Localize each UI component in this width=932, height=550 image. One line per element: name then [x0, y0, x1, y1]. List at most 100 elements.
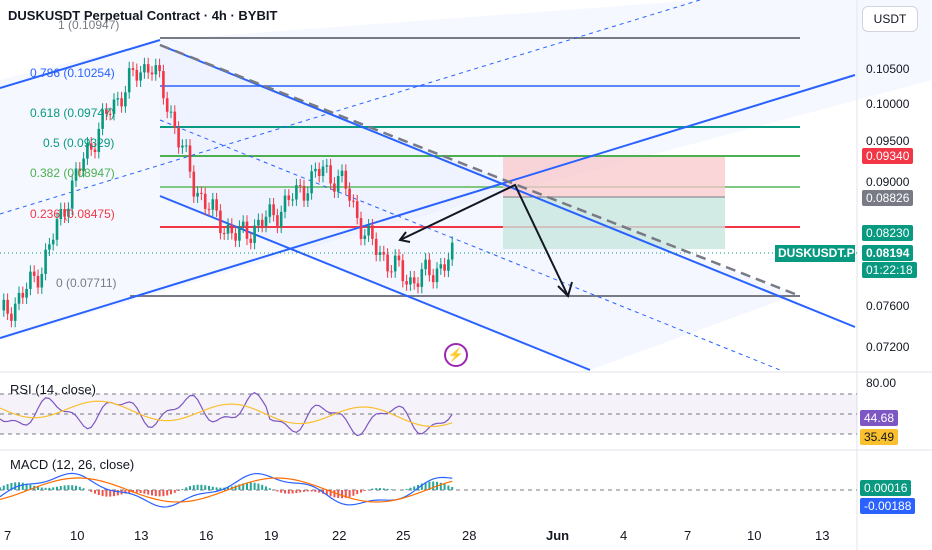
candle-body[interactable] [21, 292, 25, 298]
candle-body[interactable] [333, 183, 336, 192]
projection-path[interactable] [399, 183, 569, 297]
channel-upper-line[interactable] [0, 39, 161, 89]
candle-body[interactable] [443, 264, 446, 271]
candle-body[interactable] [355, 201, 359, 219]
macd-signal-line[interactable] [0, 477, 453, 503]
candle-body[interactable] [230, 224, 234, 234]
candle-body[interactable] [192, 171, 196, 197]
candle-body[interactable] [428, 259, 431, 276]
candle-body[interactable] [314, 168, 317, 172]
candle-body[interactable] [401, 260, 405, 282]
candle-body[interactable] [44, 249, 47, 274]
candle-body[interactable] [36, 275, 40, 288]
candle-body[interactable] [439, 264, 443, 269]
candle-body[interactable] [371, 225, 374, 239]
candle-body[interactable] [131, 68, 135, 70]
candle-body[interactable] [412, 277, 416, 284]
macd-histogram[interactable] [0, 481, 454, 499]
candle-body[interactable] [238, 226, 241, 241]
candle-body[interactable] [127, 68, 131, 93]
candle-body[interactable] [393, 255, 397, 272]
candle-body[interactable] [13, 303, 17, 321]
candle-body[interactable] [352, 200, 355, 202]
candle-body[interactable] [409, 277, 412, 285]
candle-body[interactable] [93, 149, 97, 153]
candle-body[interactable] [143, 64, 146, 73]
dashed-trend-line[interactable] [159, 43, 801, 298]
candle-body[interactable] [295, 185, 298, 200]
candle-body[interactable] [367, 225, 370, 236]
candle-body[interactable] [105, 109, 108, 114]
candle-body[interactable] [203, 193, 207, 209]
candle-body[interactable] [135, 69, 139, 81]
candle-body[interactable] [226, 224, 230, 234]
candle-body[interactable] [287, 195, 291, 200]
candle-body[interactable] [70, 180, 74, 209]
candle-body[interactable] [264, 216, 268, 226]
candle-body[interactable] [272, 204, 275, 216]
candle-body[interactable] [146, 64, 150, 73]
candle-body[interactable] [67, 208, 70, 217]
candle-body[interactable] [219, 210, 222, 234]
candle-body[interactable] [17, 292, 21, 304]
candle-body[interactable] [51, 239, 55, 245]
candle-body[interactable] [120, 98, 123, 107]
rsi-label[interactable]: RSI (14, close) [10, 382, 96, 397]
candle-body[interactable] [162, 71, 165, 99]
candle-body[interactable] [48, 244, 51, 250]
currency-button[interactable]: USDT [862, 6, 918, 32]
candle-body[interactable] [253, 225, 256, 243]
candle-body[interactable] [112, 99, 116, 114]
candle-body[interactable] [329, 165, 332, 184]
candle-body[interactable] [215, 199, 218, 211]
candle-body[interactable] [2, 299, 6, 311]
candle-body[interactable] [188, 145, 192, 172]
candle-body[interactable] [108, 113, 112, 115]
candle-body[interactable] [29, 271, 32, 289]
candle-body[interactable] [124, 92, 127, 107]
candle-body[interactable] [158, 65, 161, 72]
candle-body[interactable] [249, 238, 253, 243]
candle-body[interactable] [397, 255, 401, 261]
candle-body[interactable] [97, 128, 101, 153]
candles-group[interactable] [2, 57, 454, 328]
candle-body[interactable] [59, 208, 63, 220]
candle-body[interactable] [310, 171, 313, 194]
candle-body[interactable] [382, 252, 386, 255]
candle-body[interactable] [276, 215, 279, 227]
rsi-ma-line[interactable] [0, 400, 453, 428]
candle-body[interactable] [40, 273, 44, 288]
macd-label[interactable]: MACD (12, 26, close) [10, 457, 135, 472]
candle-body[interactable] [363, 235, 367, 240]
lightning-icon[interactable]: ⚡ [444, 343, 468, 367]
candle-body[interactable] [177, 127, 180, 148]
candle-body[interactable] [55, 219, 59, 240]
candle-body[interactable] [283, 195, 287, 212]
candle-body[interactable] [302, 186, 306, 201]
stop-loss-zone[interactable] [503, 157, 725, 197]
candle-body[interactable] [139, 72, 142, 81]
candle-body[interactable] [74, 168, 78, 181]
candle-body[interactable] [386, 254, 389, 272]
candle-body[interactable] [78, 168, 82, 171]
rsi-line[interactable] [0, 392, 453, 437]
candle-body[interactable] [424, 259, 427, 270]
candle-body[interactable] [374, 238, 378, 255]
candle-body[interactable] [405, 281, 408, 285]
candle-body[interactable] [63, 208, 66, 217]
candle-body[interactable] [222, 233, 226, 235]
candle-body[interactable] [150, 72, 154, 75]
candle-body[interactable] [298, 185, 302, 187]
candle-body[interactable] [321, 166, 325, 177]
candle-body[interactable] [10, 313, 13, 321]
candle-body[interactable] [348, 188, 351, 201]
candle-body[interactable] [390, 271, 393, 273]
candle-body[interactable] [165, 98, 169, 112]
candle-body[interactable] [241, 221, 245, 227]
candle-body[interactable] [184, 145, 188, 147]
candle-body[interactable] [169, 111, 173, 113]
candle-body[interactable] [116, 98, 120, 100]
candle-body[interactable] [6, 299, 9, 314]
candle-body[interactable] [291, 199, 294, 201]
